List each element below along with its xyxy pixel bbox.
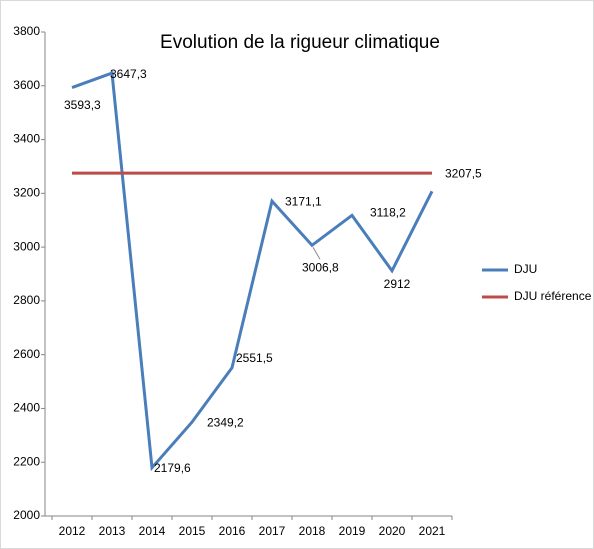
data-label: 3593,3 [64, 98, 101, 112]
x-tick-label: 2015 [179, 524, 206, 538]
data-label: 3171,1 [285, 194, 322, 208]
y-tick-label: 2000 [13, 508, 40, 522]
y-tick-label: 3200 [13, 186, 40, 200]
y-tick-label: 2600 [13, 347, 40, 361]
legend-label: DJU référence [514, 289, 592, 303]
y-tick-label: 2400 [13, 401, 40, 415]
data-label: 2349,2 [207, 415, 244, 429]
data-label: 3118,2 [370, 206, 406, 220]
y-tick-label: 3000 [13, 239, 40, 253]
y-tick-label: 2200 [13, 454, 40, 468]
data-label: 3647,3 [110, 67, 147, 81]
y-tick-label: 3400 [13, 132, 40, 146]
data-label: 2551,5 [236, 351, 273, 365]
leader-line [312, 247, 321, 260]
x-tick-label: 2020 [379, 524, 406, 538]
x-tick-label: 2018 [299, 524, 326, 538]
y-tick-label: 3800 [13, 24, 40, 38]
chart-title: Evolution de la rigueur climatique [160, 32, 440, 53]
x-tick-label: 2014 [139, 524, 166, 538]
x-tick-label: 2019 [339, 524, 366, 538]
y-tick-label: 3600 [13, 78, 40, 92]
legend-label: DJU [514, 262, 537, 276]
data-label: 2912 [384, 277, 411, 291]
data-label: 2179,6 [154, 461, 191, 475]
series-line [71, 70, 434, 472]
data-label: 3006,8 [302, 260, 339, 274]
x-tick-label: 2021 [419, 524, 446, 538]
x-tick-label: 2013 [99, 524, 126, 538]
data-label: 3207,5 [445, 166, 482, 180]
x-tick-label: 2016 [219, 524, 246, 538]
y-tick-label: 2800 [13, 293, 40, 307]
x-tick-label: 2017 [259, 524, 286, 538]
x-tick-label: 2012 [59, 524, 86, 538]
